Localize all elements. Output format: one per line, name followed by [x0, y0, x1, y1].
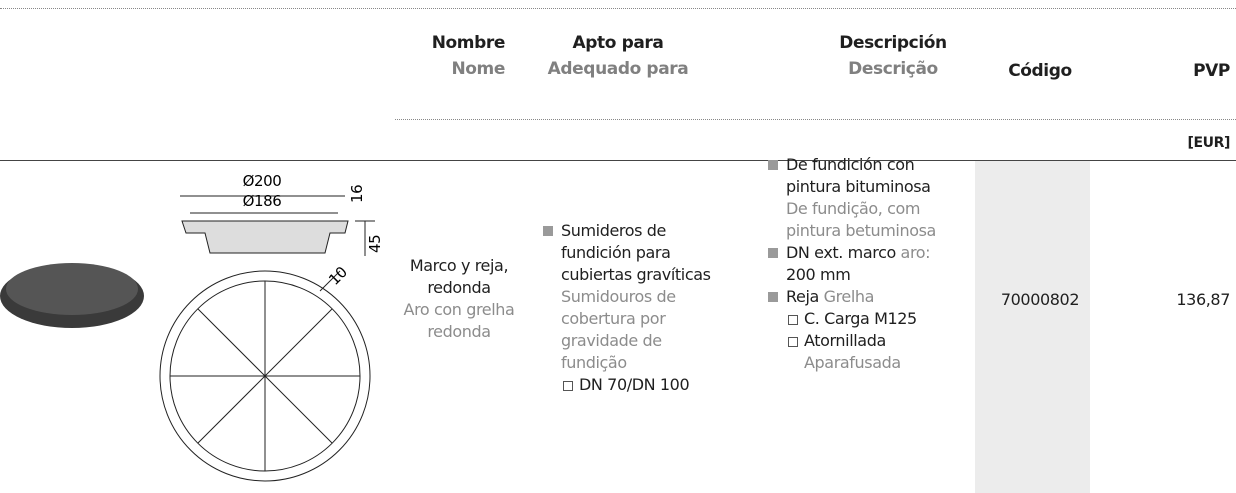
header-es: Descripción — [839, 33, 947, 53]
dimension-label: Ø186 — [243, 192, 282, 210]
apto-sub: DN 70/DN 100 — [561, 374, 725, 396]
dimension-label: 45 — [366, 235, 384, 253]
apto-cell: Sumideros de fundición para cubiertas gr… — [543, 220, 725, 396]
bullet-item: Sumideros de fundición para cubiertas gr… — [543, 220, 725, 396]
desc-pt: De fundição, com pintura betuminosa — [786, 199, 936, 240]
product-images: Ø200 Ø186 16 45 10 — [0, 172, 384, 482]
desc-es: Reja — [786, 287, 819, 306]
price-unit: [EUR] — [1187, 135, 1230, 151]
header-price: PVP — [1193, 61, 1230, 81]
desc-es: De fundición con pintura bituminosa — [786, 155, 931, 196]
desc-sub-pt: Aparafusada — [804, 353, 901, 372]
desc-es: DN ext. marco — [786, 243, 896, 262]
apto-pt: Sumidouros de cobertura por gravidade de… — [561, 287, 676, 372]
header-es: Apto para — [572, 33, 664, 53]
header-code: Código — [1008, 61, 1072, 81]
row-rule — [0, 160, 1236, 161]
header-pt: Nome — [451, 59, 505, 79]
desc-pt: aro: — [900, 243, 931, 262]
dimension-label: Ø200 — [243, 172, 282, 190]
price-cell: 136,87 — [1176, 290, 1230, 309]
code-cell: 70000802 — [1000, 290, 1080, 309]
header-es: Nombre — [431, 33, 506, 53]
desc-value: 200 mm — [786, 265, 851, 284]
desc-pt: Grelha — [823, 287, 875, 306]
header-rule — [395, 119, 1236, 120]
bullet-item: De fundición con pintura bituminosa De f… — [768, 154, 973, 242]
dimension-label: 10 — [325, 263, 351, 289]
name-cell: Marco y reja, redonda Aro con grelha red… — [398, 255, 520, 343]
header-desc: Descripción Descrição — [793, 30, 993, 82]
desc-sub: C. Carga M125 — [786, 308, 973, 330]
apto-es: Sumideros de fundición para cubiertas gr… — [561, 221, 711, 284]
name-pt: Aro con grelha redonda — [403, 300, 515, 341]
desc-sub: Atornillada Aparafusada — [786, 330, 973, 374]
header-pt: Adequado para — [547, 59, 689, 79]
desc-cell: De fundición con pintura bituminosa De f… — [768, 154, 973, 374]
code-column-bg — [975, 161, 1090, 493]
bullet-item: DN ext. marco aro: 200 mm — [768, 242, 973, 286]
bullet-item: Reja Grelha C. Carga M125 Atornillada Ap… — [768, 286, 973, 374]
header-apto: Apto para Adequado para — [518, 30, 718, 82]
technical-drawing — [159, 195, 375, 482]
header-name: Nombre Nome — [431, 30, 506, 82]
desc-sub-es: Atornillada — [804, 331, 886, 350]
name-es: Marco y reja, redonda — [409, 256, 509, 297]
header-pt: Descrição — [848, 59, 938, 79]
grate-photo-top — [6, 263, 138, 315]
dimension-label: 16 — [348, 185, 366, 203]
top-rule — [0, 8, 1236, 9]
